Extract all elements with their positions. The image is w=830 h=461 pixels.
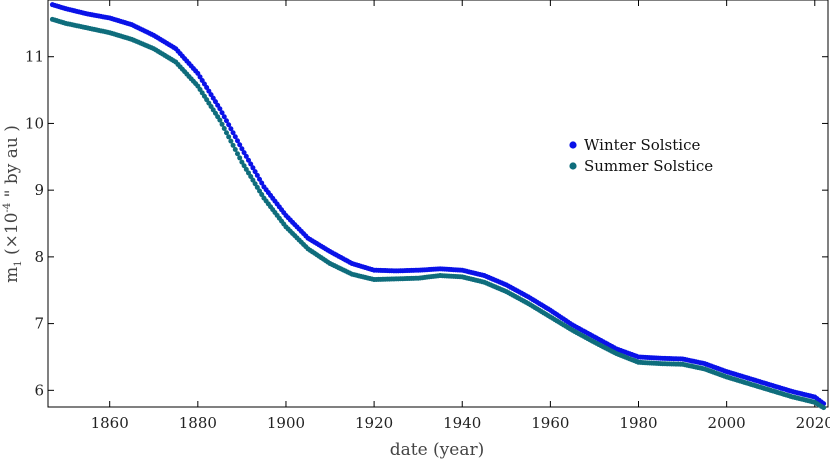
x-axis: 1860 1880 1900 1920 1940 1960 1980 2000 2020	[91, 0, 830, 432]
data-point	[221, 114, 227, 120]
data-point	[219, 110, 225, 116]
data-point	[232, 134, 238, 140]
data-point	[230, 130, 236, 136]
data-point	[259, 180, 265, 186]
y-tick-label: 10	[25, 114, 44, 132]
x-tick-label: 1940	[443, 414, 481, 432]
data-point	[246, 157, 252, 163]
data-point	[228, 138, 234, 144]
data-point	[219, 121, 225, 127]
data-point	[252, 181, 258, 187]
y-tick-label: 6	[34, 381, 44, 399]
data-point	[248, 161, 254, 167]
x-tick-label: 1860	[91, 414, 129, 432]
legend-label-summer: Summer Solstice	[584, 157, 713, 175]
data-point	[241, 163, 247, 169]
data-point	[257, 176, 263, 182]
legend-marker-summer	[569, 162, 577, 170]
data-point	[257, 188, 263, 194]
data-point	[234, 138, 240, 144]
data-point	[232, 147, 238, 153]
legend-marker-winter	[569, 141, 577, 149]
data-point	[226, 134, 232, 140]
data-point	[246, 170, 252, 176]
data-point	[226, 122, 232, 128]
x-axis-title: date (year)	[390, 440, 485, 460]
legend: Winter Solstice Summer Solstice	[569, 136, 713, 175]
y-tick-label: 9	[34, 181, 44, 199]
data-point	[241, 150, 247, 156]
y-axis-title: m1 (×10-4 " by au )	[2, 125, 24, 283]
y-tick-label: 8	[34, 248, 44, 266]
data-point	[239, 146, 245, 152]
data-point	[223, 130, 229, 136]
data-point	[254, 172, 260, 178]
x-tick-label: 1980	[619, 414, 657, 432]
data-point	[254, 184, 260, 190]
data-point	[248, 174, 254, 180]
x-tick-label: 2020	[796, 414, 830, 432]
data-points	[49, 2, 827, 411]
data-point	[243, 153, 249, 159]
data-point	[221, 126, 227, 132]
data-point	[234, 151, 240, 157]
data-point	[239, 159, 245, 165]
y-tick-label: 7	[34, 315, 44, 333]
data-point	[230, 142, 236, 148]
x-tick-label: 1920	[355, 414, 393, 432]
data-point	[250, 165, 256, 171]
data-point	[217, 117, 223, 123]
y-tick-label: 11	[25, 48, 44, 66]
x-tick-label: 2000	[708, 414, 746, 432]
data-point	[237, 142, 243, 148]
x-tick-label: 1880	[179, 414, 217, 432]
data-point	[252, 169, 258, 175]
y-axis: 6 7 8 9 10 11	[25, 48, 828, 399]
plot-area	[47, 0, 829, 408]
data-point	[228, 126, 234, 132]
data-point	[237, 155, 243, 161]
series-summer-solstice	[49, 16, 827, 411]
series-winter-solstice	[49, 2, 827, 407]
data-point	[250, 177, 256, 183]
data-point	[243, 166, 249, 172]
x-tick-label: 1960	[531, 414, 569, 432]
data-point	[259, 192, 265, 198]
data-point	[217, 106, 223, 112]
plot-frame	[47, 0, 829, 408]
data-point	[821, 405, 827, 411]
data-point	[223, 118, 229, 124]
x-tick-label: 1900	[267, 414, 305, 432]
legend-label-winter: Winter Solstice	[584, 136, 700, 154]
